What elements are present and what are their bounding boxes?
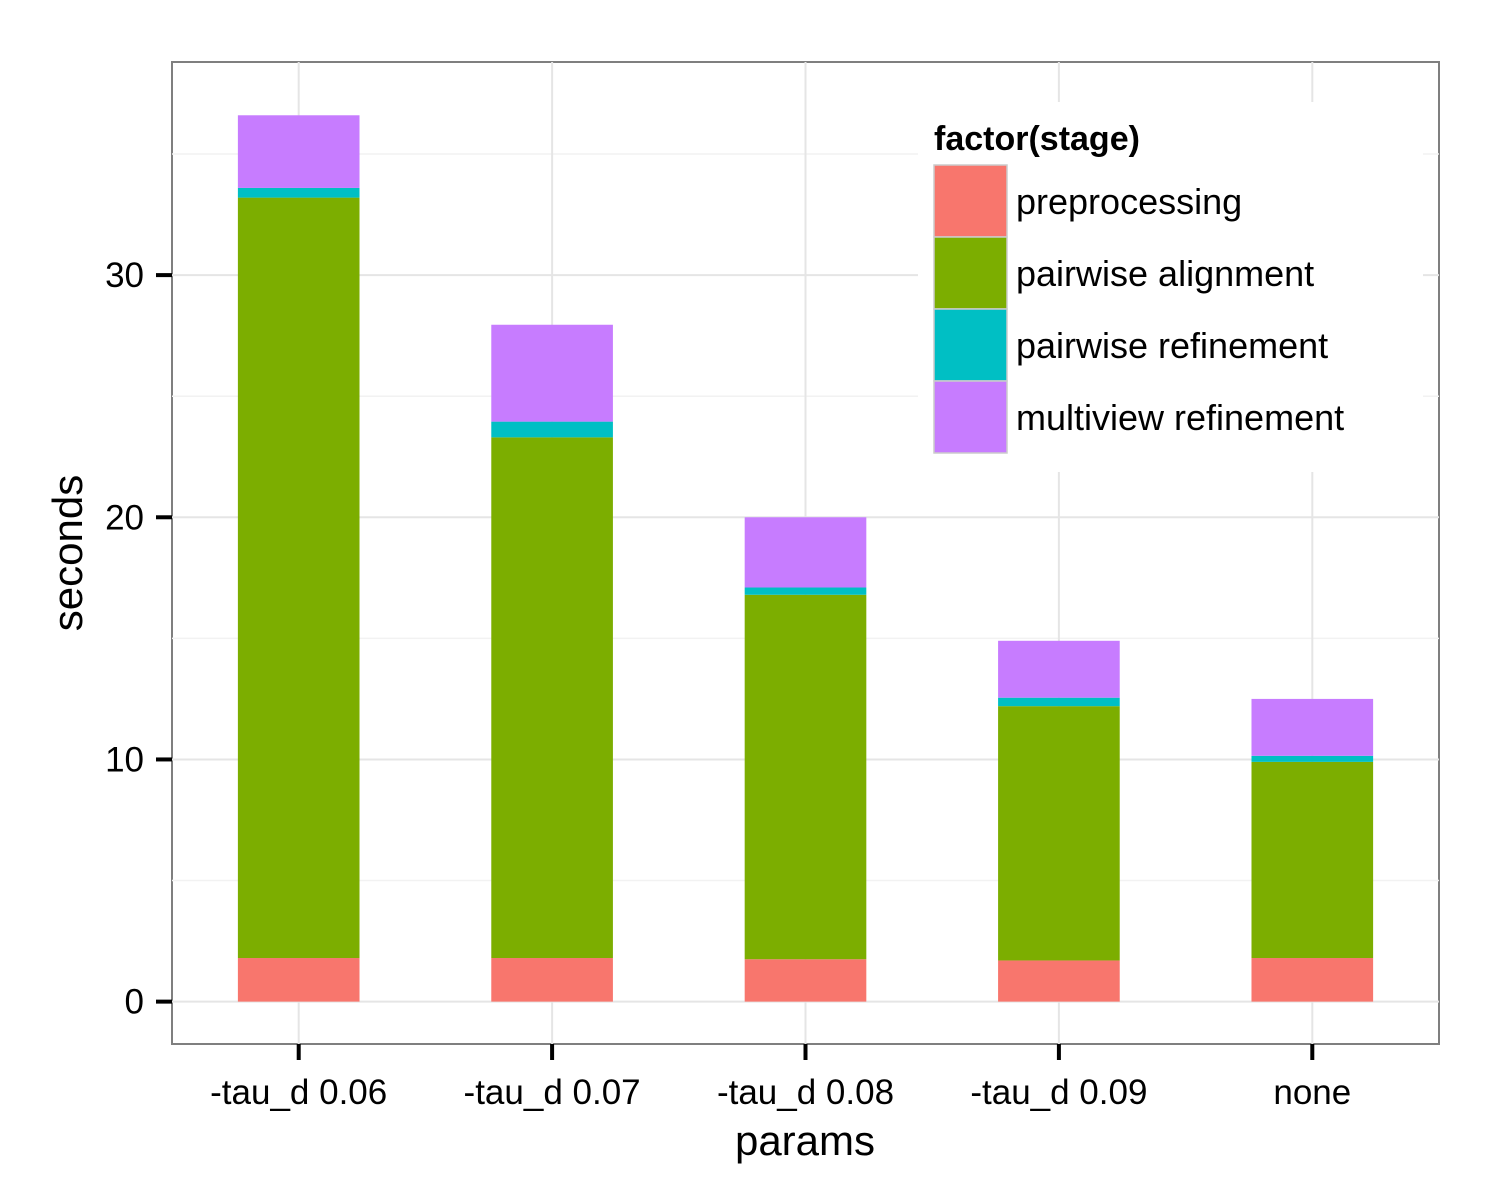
- x-tick-label: -tau_d 0.07: [464, 1073, 641, 1112]
- x-tick-label: -tau_d 0.08: [717, 1073, 894, 1112]
- y-tick-label: 20: [105, 498, 144, 537]
- legend-items: preprocessing pairwise alignment pairwise …: [933, 164, 1344, 454]
- bar-segment-pairwise-alignment: [744, 594, 867, 960]
- x-axis: -tau_d 0.06 -tau_d 0.07 -tau_d 0.08 -tau_d …: [210, 1044, 1351, 1112]
- bar-segment-preprocessing: [237, 958, 360, 1002]
- bar-segment-pairwise-alignment: [998, 706, 1120, 961]
- legend-key: [933, 236, 1008, 310]
- legend-key: [933, 380, 1008, 454]
- legend-key: [933, 164, 1008, 238]
- bar-segment-pairwise-refinement: [1251, 755, 1374, 762]
- bar-segment-multiview-refinement: [744, 517, 867, 588]
- y-tick-label: 0: [125, 983, 144, 1022]
- bar-segment-preprocessing: [491, 958, 613, 1002]
- bar-segment-multiview-refinement: [491, 324, 613, 422]
- bar-segment-multiview-refinement: [998, 640, 1120, 698]
- legend-title: factor(stage): [934, 120, 1140, 158]
- y-axis-title: seconds: [44, 475, 91, 631]
- bar-segment-pairwise-alignment: [237, 197, 360, 959]
- x-tick-label: -tau_d 0.09: [970, 1073, 1147, 1112]
- x-tick-label: -tau_d 0.06: [210, 1073, 387, 1112]
- bar-segment-preprocessing: [998, 960, 1120, 1002]
- legend: factor(stage) preprocessing pairwise alig…: [918, 102, 1423, 472]
- x-axis-title: params: [735, 1117, 875, 1164]
- x-tick-label: none: [1273, 1073, 1351, 1112]
- legend-label: pairwise refinement: [1016, 325, 1328, 366]
- y-tick-label: 30: [105, 256, 144, 295]
- bar-segment-preprocessing: [1251, 958, 1374, 1002]
- bars: [237, 115, 1374, 1002]
- bar-segment-pairwise-refinement: [237, 187, 360, 198]
- bar-segment-multiview-refinement: [237, 115, 360, 188]
- legend-key: [933, 308, 1008, 382]
- bar-segment-preprocessing: [744, 959, 867, 1002]
- y-axis: 0 10 20 30: [105, 256, 172, 1022]
- bar-segment-pairwise-alignment: [1251, 761, 1374, 959]
- bar-segment-multiview-refinement: [1251, 698, 1374, 756]
- y-tick-label: 10: [105, 740, 144, 779]
- legend-label: pairwise alignment: [1016, 253, 1314, 294]
- bar-segment-pairwise-refinement: [998, 697, 1120, 707]
- bar-segment-pairwise-alignment: [491, 437, 613, 959]
- bar-segment-pairwise-refinement: [491, 421, 613, 438]
- legend-label: multiview refinement: [1016, 397, 1344, 438]
- bar-segment-pairwise-refinement: [744, 587, 867, 595]
- legend-label: preprocessing: [1016, 181, 1242, 222]
